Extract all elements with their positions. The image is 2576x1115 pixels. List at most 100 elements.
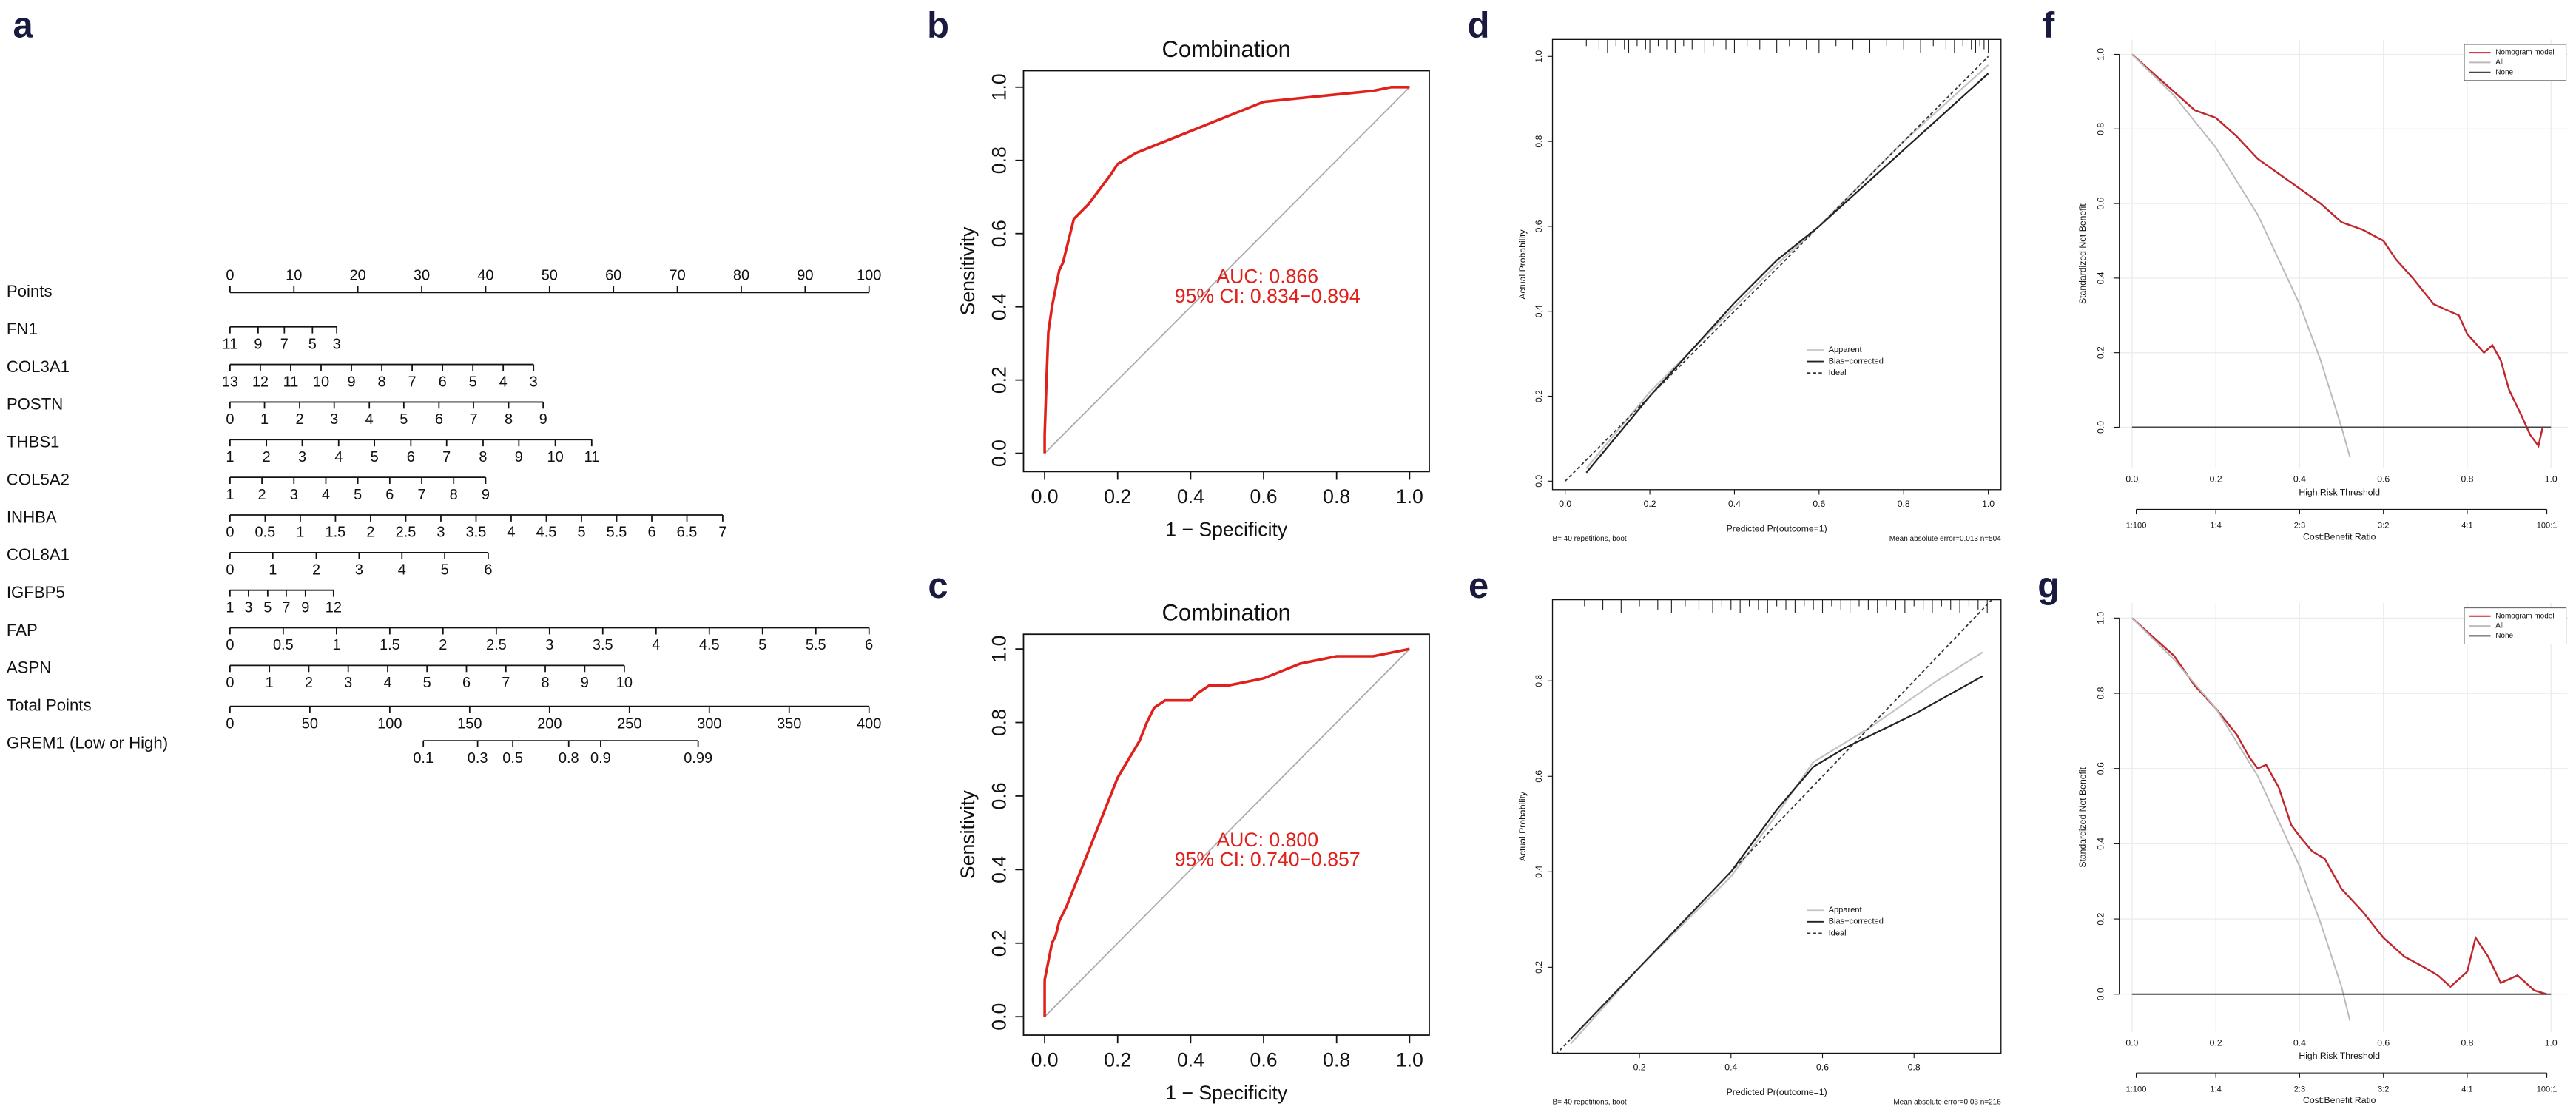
y-axis-label: Actual Probability [1517,229,1528,300]
x-tick-label: 1.0 [1982,499,1995,509]
tick-label: 3 [436,525,445,541]
tick-label: 0.9 [590,750,611,767]
tick-label: 5 [263,599,272,616]
tick-label: 9 [515,449,523,465]
x-tick-label: 0.8 [2461,474,2473,485]
tick-label: 3 [244,599,252,616]
tick-label: 11 [223,336,238,352]
x-tick-label: 0.0 [2125,474,2138,485]
tick-label: 5.5 [607,525,627,541]
y-tick-label: 0.2 [988,929,1010,957]
tick-label: 3 [344,675,352,691]
tick-label: 0.5 [255,525,276,541]
tick-label: 9 [301,599,309,616]
tick-label: 10 [547,449,563,465]
y-tick-label: 0.6 [1534,220,1544,232]
y-tick-label: 0.2 [988,366,1010,394]
x-axis-label: Predicted Pr(outcome=1) [1727,1087,1827,1097]
tick-label: 5.5 [806,637,826,653]
tick-label: 2 [295,411,303,428]
panel-label: d [1468,6,1490,46]
tick-label: 0 [226,562,234,579]
plot-area [2131,617,2552,1021]
tick-label: 3.5 [593,637,613,653]
x2-tick-label: 2:3 [2294,1085,2305,1094]
chart-title: Combination [1161,36,1290,62]
tick-label: 5 [423,675,431,691]
tick-label: 1 [226,599,234,616]
tick-label: 0.5 [273,637,294,653]
y-tick-label: 0.4 [988,293,1010,320]
x-tick-label: 0.8 [1898,499,1910,509]
x2-tick-label: 2:3 [2294,522,2305,530]
y-tick-label: 0.4 [1534,866,1544,878]
tick-label: 3 [545,637,553,653]
row-name: POSTN [7,395,63,414]
tick-label: 1.5 [380,637,400,653]
note: Mean absolute error=0.013 n=504 [1889,535,2001,543]
x2-tick-label: 1:100 [2126,1085,2147,1094]
row-name: Points [7,282,53,300]
tick-label: 1 [260,411,269,428]
tick-label: 4 [383,675,391,691]
tick-label: 0.1 [413,750,434,767]
y-axis-label: Sensitivity [957,226,979,316]
tick-label: 3 [330,411,338,428]
tick-label: 2.5 [486,637,507,653]
tick-label: 200 [537,715,562,732]
plot-area [1043,647,1410,1017]
x-tick-label: 0.2 [1104,1049,1131,1071]
x-tick-label: 0.2 [1644,499,1656,509]
x-tick-label: 0.0 [1031,1049,1059,1071]
tick-label: 7 [282,599,290,616]
y-tick-label: 0.0 [988,439,1010,467]
y-tick-label: 0.6 [988,220,1010,247]
tick-label: 10 [313,374,329,390]
legend-label: Bias−corrected [1829,357,1884,366]
y-tick-label: 0.8 [1534,675,1544,687]
data-line [1570,675,1983,1040]
tick-label: 6.5 [677,525,698,541]
x-tick-label: 1.0 [1396,485,1423,508]
x-tick-label: 0.8 [1323,1049,1350,1071]
row-name: THBS1 [7,433,60,451]
tick-label: 7 [469,411,477,428]
y-tick-label: 0.4 [1534,305,1544,317]
tick-label: 4 [652,637,660,653]
x-tick-label: 0.4 [1724,1062,1737,1073]
tick-label: 3 [355,562,363,579]
tick-label: 3 [530,374,538,390]
x-axis-label: 1 − Specificity [1165,518,1288,540]
data-line [2131,617,2547,995]
y-tick-label: 1.0 [2095,612,2105,624]
tick-label: 5 [308,336,317,352]
tick-label: 12 [252,374,269,390]
tick-label: 9 [482,487,490,503]
data-line [1556,599,1993,1054]
data-line [2131,617,2351,1021]
annotation: 95% CI: 0.834−0.894 [1175,285,1361,307]
plot-area [1565,39,1989,482]
legend-label: All [2495,58,2503,67]
plot-area [1043,86,1410,454]
legend-label: All [2495,622,2503,630]
tick-label: 0 [226,525,234,541]
y-tick-label: 0.6 [1534,770,1544,783]
tick-label: 6 [462,675,471,691]
tick-label: 350 [777,715,801,732]
x-tick-label: 0.2 [2210,474,2222,485]
y-tick-label: 0.4 [2095,838,2105,850]
tick-label: 1 [266,675,274,691]
x2-tick-label: 3:2 [2378,522,2389,530]
tick-label: 8 [541,675,549,691]
x-tick-label: 0.0 [2125,1037,2138,1048]
panel-label: c [928,566,948,606]
tick-label: 0 [226,411,234,428]
y-tick-label: 1.0 [2095,48,2105,61]
tick-label: 0.99 [684,750,712,767]
tick-label: 2 [439,637,447,653]
y-tick-label: 0.0 [2095,421,2105,434]
